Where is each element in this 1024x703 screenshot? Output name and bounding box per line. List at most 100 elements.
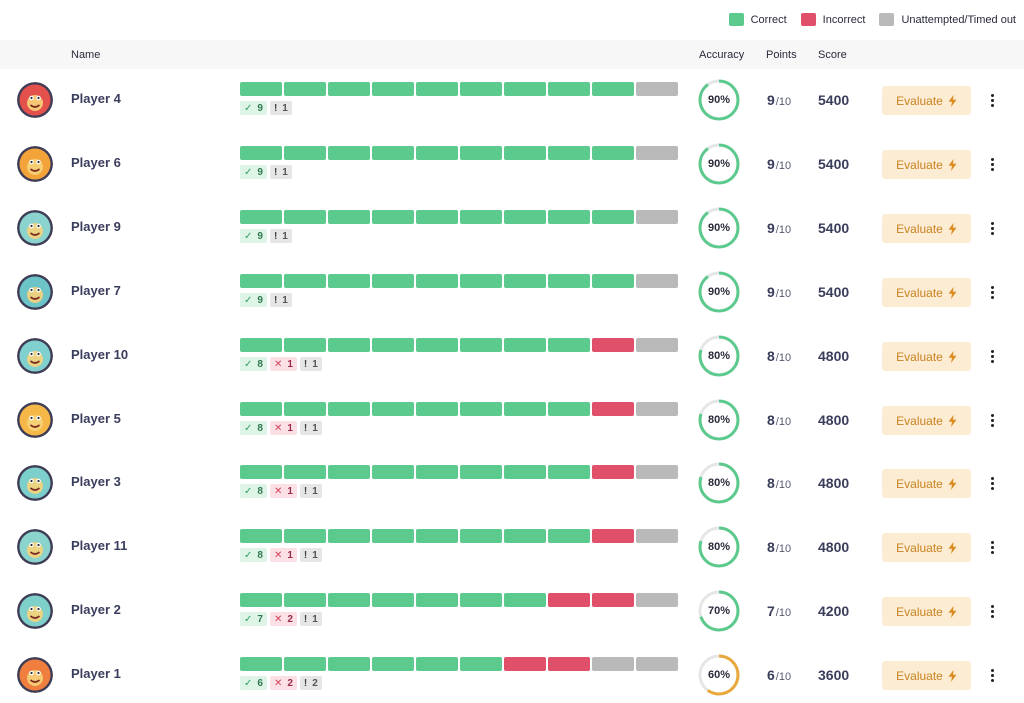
cross-icon: ✕ xyxy=(273,549,283,561)
player-row[interactable]: Player 1 ✓ 6 ✕ 2! 2 60% 6/10 3600 Evaluate xyxy=(0,643,1024,703)
question-results-bar xyxy=(240,402,678,416)
player-name[interactable]: Player 6 xyxy=(71,155,121,170)
more-options-icon[interactable] xyxy=(984,216,1000,240)
exclamation-icon: ! xyxy=(273,102,278,114)
player-row[interactable]: Player 5 ✓ 8 ✕ 1! 1 80% 8/10 4800 Evaluate xyxy=(0,388,1024,452)
player-name[interactable]: Player 1 xyxy=(71,666,121,681)
unattempted-count-chip: ! 1 xyxy=(269,165,292,179)
more-options-icon[interactable] xyxy=(984,280,1000,304)
player-row[interactable]: Player 3 ✓ 8 ✕ 1! 1 80% 8/10 4800 Evaluate xyxy=(0,451,1024,515)
question-result-segment xyxy=(636,210,678,224)
exclamation-icon: ! xyxy=(303,422,308,434)
lightning-icon xyxy=(948,605,957,618)
player-row[interactable]: Player 4 ✓ 9! 1 90% 9/10 5400 Evaluate xyxy=(0,68,1024,132)
points-value: 8/10 xyxy=(767,475,792,491)
exclamation-icon: ! xyxy=(303,549,308,561)
question-result-segment xyxy=(548,465,590,479)
question-result-segment xyxy=(284,465,326,479)
result-count-chips: ✓ 9! 1 xyxy=(240,293,292,307)
unattempted-count-chip: ! 1 xyxy=(269,229,292,243)
unattempted-count-chip: ! 1 xyxy=(299,357,322,371)
player-row[interactable]: Player 7 ✓ 9! 1 90% 9/10 5400 Evaluate xyxy=(0,260,1024,324)
more-options-icon[interactable] xyxy=(984,663,1000,687)
player-avatar xyxy=(17,274,53,310)
more-options-icon[interactable] xyxy=(984,471,1000,495)
player-name[interactable]: Player 11 xyxy=(71,538,128,553)
accuracy-ring: 60% xyxy=(698,654,740,696)
points-total: /10 xyxy=(775,543,792,555)
evaluate-button[interactable]: Evaluate xyxy=(882,533,971,562)
question-result-segment xyxy=(504,402,546,416)
player-name[interactable]: Player 9 xyxy=(71,219,121,234)
accuracy-label: 80% xyxy=(707,541,731,553)
question-result-segment xyxy=(416,210,458,224)
question-result-segment xyxy=(284,274,326,288)
correct-count-chip: ✓ 8 xyxy=(240,357,267,371)
player-name[interactable]: Player 10 xyxy=(71,347,129,362)
evaluate-button[interactable]: Evaluate xyxy=(882,406,971,435)
exclamation-icon: ! xyxy=(273,230,278,242)
unattempted-count-chip: ! 1 xyxy=(299,612,322,626)
player-name[interactable]: Player 7 xyxy=(71,283,121,298)
question-result-segment xyxy=(460,657,502,671)
column-header-name: Name xyxy=(71,49,101,61)
question-result-segment xyxy=(548,657,590,671)
correct-count-chip: ✓ 9 xyxy=(240,101,267,115)
evaluate-label: Evaluate xyxy=(896,604,943,619)
points-value: 9/10 xyxy=(767,92,792,108)
question-result-segment xyxy=(284,593,326,607)
result-count-chips: ✓ 8 ✕ 1! 1 xyxy=(240,548,322,562)
more-options-icon[interactable] xyxy=(984,408,1000,432)
player-row[interactable]: Player 11 ✓ 8 ✕ 1! 1 80% 8/10 4800 Evaluate xyxy=(0,515,1024,579)
more-options-icon[interactable] xyxy=(984,88,1000,112)
evaluate-button[interactable]: Evaluate xyxy=(882,278,971,307)
points-total: /10 xyxy=(775,224,792,236)
more-options-icon[interactable] xyxy=(984,344,1000,368)
evaluate-label: Evaluate xyxy=(896,540,943,555)
evaluate-button[interactable]: Evaluate xyxy=(882,469,971,498)
cross-icon: ✕ xyxy=(273,677,283,689)
score-value: 4800 xyxy=(818,475,850,491)
player-name[interactable]: Player 4 xyxy=(71,91,121,106)
question-result-segment xyxy=(548,82,590,96)
evaluate-button[interactable]: Evaluate xyxy=(882,597,971,626)
accuracy-ring: 80% xyxy=(698,399,740,441)
player-row[interactable]: Player 6 ✓ 9! 1 90% 9/10 5400 Evaluate xyxy=(0,132,1024,196)
exclamation-icon: ! xyxy=(303,613,308,625)
accuracy-label: 90% xyxy=(707,158,731,170)
player-row[interactable]: Player 10 ✓ 8 ✕ 1! 1 80% 8/10 4800 Evaluate xyxy=(0,324,1024,388)
question-result-segment xyxy=(592,82,634,96)
result-count-chips: ✓ 9! 1 xyxy=(240,101,292,115)
points-total: /10 xyxy=(775,352,792,364)
player-name[interactable]: Player 5 xyxy=(71,411,121,426)
player-name[interactable]: Player 2 xyxy=(71,602,121,617)
check-icon: ✓ xyxy=(244,677,253,689)
lightning-icon xyxy=(948,350,957,363)
more-options-icon[interactable] xyxy=(984,535,1000,559)
player-avatar xyxy=(17,465,53,501)
evaluate-button[interactable]: Evaluate xyxy=(882,661,971,690)
player-row[interactable]: Player 9 ✓ 9! 1 90% 9/10 5400 Evaluate xyxy=(0,196,1024,260)
question-result-segment xyxy=(328,274,370,288)
incorrect-count-chip: ✕ 1 xyxy=(269,421,297,435)
points-total: /10 xyxy=(775,96,792,108)
evaluate-button[interactable]: Evaluate xyxy=(882,86,971,115)
evaluate-button[interactable]: Evaluate xyxy=(882,214,971,243)
accuracy-ring: 90% xyxy=(698,271,740,313)
more-options-icon[interactable] xyxy=(984,599,1000,623)
more-options-icon[interactable] xyxy=(984,152,1000,176)
evaluate-label: Evaluate xyxy=(896,413,943,428)
question-result-segment xyxy=(592,274,634,288)
legend-unattempted-swatch xyxy=(879,13,895,26)
accuracy-ring: 80% xyxy=(698,462,740,504)
question-result-segment xyxy=(548,274,590,288)
unattempted-count-chip: ! 1 xyxy=(299,421,322,435)
player-row[interactable]: Player 2 ✓ 7 ✕ 2! 1 70% 7/10 4200 Evaluate xyxy=(0,579,1024,643)
player-name[interactable]: Player 3 xyxy=(71,474,121,489)
result-count-chips: ✓ 8 ✕ 1! 1 xyxy=(240,484,322,498)
evaluate-button[interactable]: Evaluate xyxy=(882,150,971,179)
exclamation-icon: ! xyxy=(273,166,278,178)
question-results-bar xyxy=(240,657,678,671)
evaluate-button[interactable]: Evaluate xyxy=(882,342,971,371)
exclamation-icon: ! xyxy=(273,294,278,306)
